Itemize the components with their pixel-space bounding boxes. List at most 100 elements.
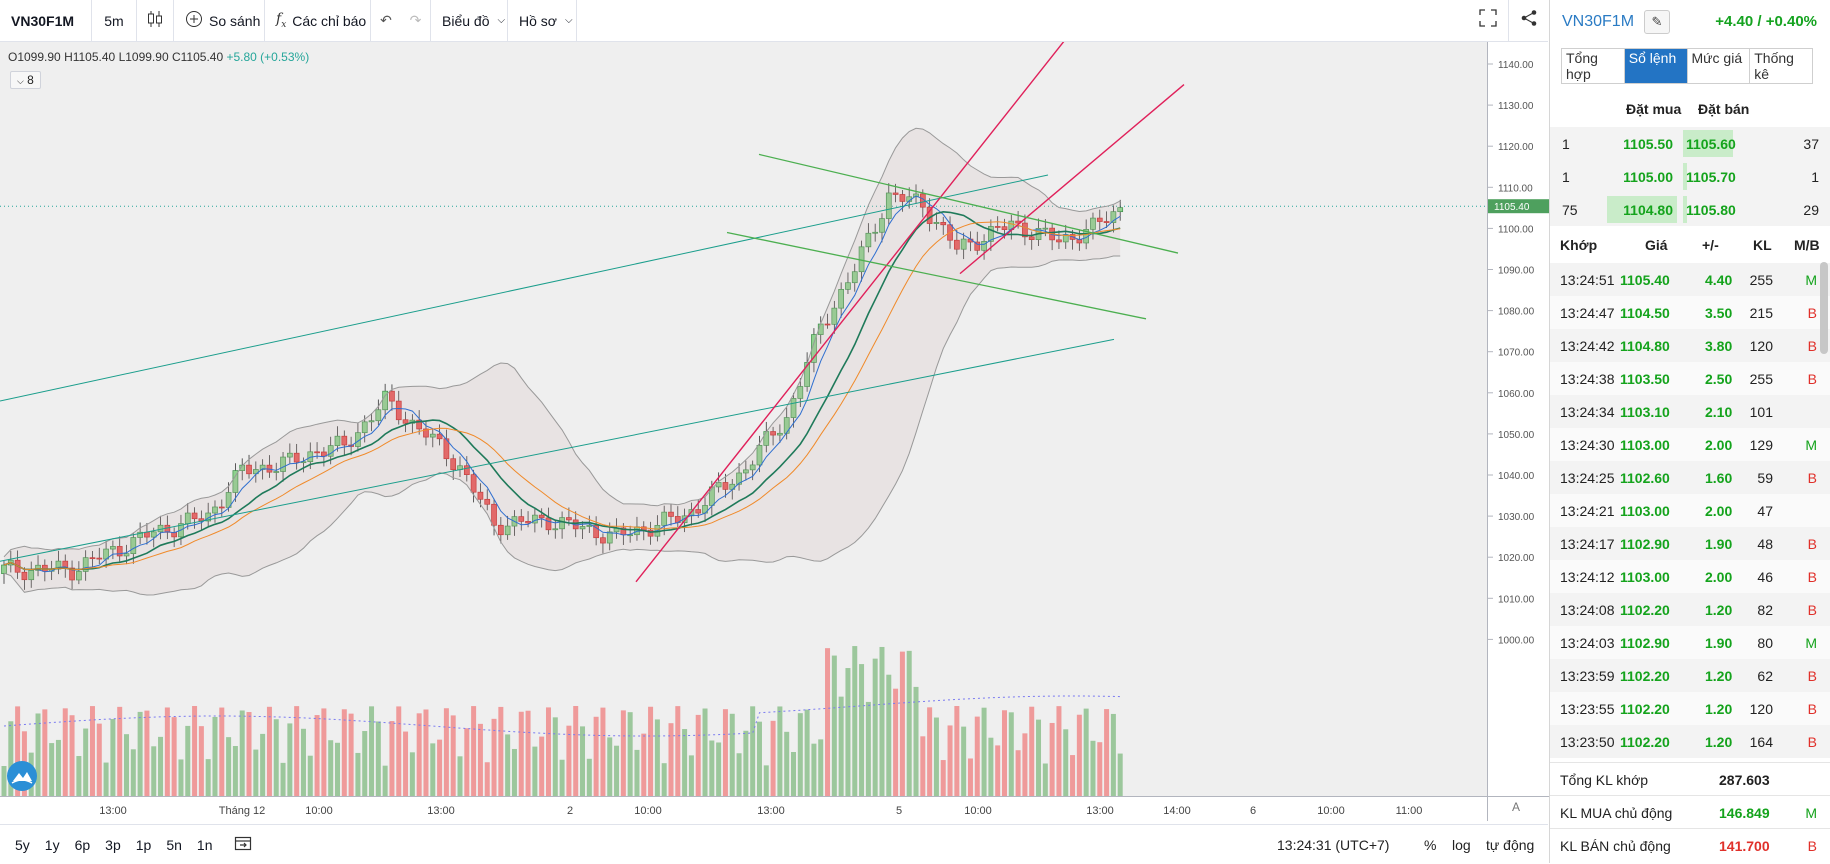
volume-bar <box>743 730 749 796</box>
candle-body <box>1117 207 1124 213</box>
candle-body <box>69 567 75 581</box>
candle-style-button[interactable] <box>137 0 174 41</box>
indicators-button[interactable]: fx Các chỉ báo <box>265 0 371 41</box>
trade-volume: 120 <box>1749 701 1773 717</box>
volume-bar <box>1056 706 1062 796</box>
volume-bar <box>437 739 443 796</box>
interval-button[interactable]: 5m <box>92 0 137 41</box>
trade-row[interactable]: 13:23:50 1102.20 1.20 164 B <box>1550 725 1830 758</box>
trade-row[interactable]: 13:24:25 1102.60 1.60 59 B <box>1550 461 1830 494</box>
candle-body <box>872 231 879 234</box>
compare-button[interactable]: So sánh <box>174 0 265 41</box>
trade-side: M <box>1805 635 1817 651</box>
panel-tab[interactable]: Tổng hợp <box>1562 49 1625 83</box>
candle-body <box>838 289 844 309</box>
volume-bar <box>784 731 790 796</box>
range-button-1p[interactable]: 1p <box>135 836 152 853</box>
range-button-5n[interactable]: 5n <box>166 836 182 853</box>
price-pane[interactable] <box>0 30 1487 796</box>
trade-row[interactable]: 13:24:47 1104.50 3.50 215 B <box>1550 296 1830 329</box>
trade-row[interactable]: 13:23:59 1102.20 1.20 62 B <box>1550 659 1830 692</box>
chart-menu-button[interactable]: Biểu đồ ⌵ <box>431 0 508 41</box>
candle-body <box>586 525 593 527</box>
auto-scale-button[interactable]: tự động <box>1486 836 1535 853</box>
trade-volume: 164 <box>1749 734 1773 750</box>
volume-bar <box>124 734 130 796</box>
candle-body <box>647 529 654 537</box>
profile-menu-button[interactable]: Hồ sơ ⌵ <box>508 0 577 41</box>
time-axis[interactable]: 13:00 Tháng 12 10:00 13:00 2 10:00 13:00 5 10:00… <box>0 796 1487 821</box>
summary-row: KL BÁN chủ động 141.700 B <box>1550 828 1830 862</box>
volume-bar <box>899 651 905 796</box>
trade-list-scrollbar[interactable] <box>1820 262 1828 354</box>
price-chart-svg[interactable] <box>0 30 1487 796</box>
range-button-6p[interactable]: 6p <box>74 836 91 853</box>
candle-body <box>341 435 348 446</box>
goto-date-icon[interactable] <box>234 835 252 854</box>
ask-volume: 1 <box>1811 169 1819 185</box>
time-tick-label: 5 <box>896 805 902 817</box>
trade-row[interactable]: 13:24:12 1103.00 2.00 46 B <box>1550 560 1830 593</box>
trade-volume: 215 <box>1749 305 1773 321</box>
candle-body <box>797 386 804 399</box>
trade-time: 13:24:42 <box>1560 338 1615 354</box>
range-button-5y[interactable]: 5y <box>15 836 30 853</box>
trade-row[interactable]: 13:24:30 1103.00 2.00 129 M <box>1550 428 1830 461</box>
symbol-search-button[interactable]: VN30F1M <box>0 0 92 41</box>
trade-row[interactable]: 13:24:42 1104.80 3.80 120 B <box>1550 329 1830 362</box>
function-icon: fx <box>276 11 287 30</box>
range-button-1n[interactable]: 1n <box>196 836 213 853</box>
clock-time[interactable]: 13:24:31 (UTC+7) <box>1277 836 1390 853</box>
trade-price: 1103.10 <box>1620 404 1670 420</box>
volume-bar <box>423 709 429 796</box>
ohlc-change: +5.80 (+0.53%) <box>226 50 310 64</box>
price-tick-label: 1010.00 <box>1498 594 1535 605</box>
volume-bar <box>450 715 456 796</box>
volume-bar <box>750 706 756 796</box>
fullscreen-button[interactable] <box>1468 0 1508 41</box>
trade-row[interactable]: 13:24:08 1102.20 1.20 82 B <box>1550 593 1830 626</box>
range-button-3p[interactable]: 3p <box>105 836 121 853</box>
volume-bar <box>593 716 599 796</box>
trade-row[interactable]: 13:24:03 1102.90 1.90 80 M <box>1550 626 1830 659</box>
trade-change: 2.50 <box>1705 371 1733 387</box>
trade-change: 2.00 <box>1705 503 1733 519</box>
range-button-1y[interactable]: 1y <box>44 836 60 853</box>
volume-bar <box>137 711 143 796</box>
summary-label: KL BÁN chủ động <box>1560 838 1671 854</box>
candle-body <box>28 569 35 581</box>
chart-area[interactable]: VN30F1M 5m So sánh fx Các chỉ báo ↶ ↷ Bi… <box>0 0 1549 864</box>
volume-bar <box>865 701 871 796</box>
trade-side: M <box>1805 437 1817 453</box>
trade-row[interactable]: 13:24:38 1103.50 2.50 255 B <box>1550 362 1830 395</box>
panel-tab[interactable]: Sổ lệnh <box>1624 49 1688 83</box>
panel-tab[interactable]: Thống kê <box>1754 50 1794 82</box>
volume-bar <box>668 723 674 796</box>
price-tick-label: 1020.00 <box>1498 553 1535 564</box>
undo-button[interactable]: ↶ <box>371 0 401 41</box>
volume-bar <box>334 742 340 796</box>
redo-button[interactable]: ↷ <box>401 0 431 41</box>
share-button[interactable] <box>1508 0 1549 41</box>
volume-bar <box>627 712 633 796</box>
price-axis[interactable]: 1140.00 1130.00 1120.00 1110.00 1100.00 1090.… <box>1487 42 1549 796</box>
log-scale-button[interactable]: log <box>1452 836 1471 853</box>
bid-volume: 1 <box>1562 169 1570 185</box>
axis-settings-button[interactable]: A <box>1487 796 1549 821</box>
volume-bar <box>511 748 517 796</box>
ask-volume-bar <box>1683 130 1733 157</box>
panel-tab[interactable]: Mức giá <box>1688 49 1751 83</box>
trade-row[interactable]: 13:24:34 1103.10 2.10 101 <box>1550 395 1830 428</box>
candle-body <box>865 232 872 248</box>
trade-row[interactable]: 13:24:17 1102.90 1.90 48 B <box>1550 527 1830 560</box>
trade-headers: Khớp Giá +/- KL M/B <box>1550 237 1830 257</box>
trade-row[interactable]: 13:24:21 1103.00 2.00 47 <box>1550 494 1830 527</box>
trade-header: +/- <box>1702 237 1719 253</box>
trade-row[interactable]: 13:23:55 1102.20 1.20 120 B <box>1550 692 1830 725</box>
edit-symbol-button[interactable]: ✎ <box>1644 10 1670 34</box>
indicator-list-toggle[interactable]: ⌵ 8 <box>10 71 41 89</box>
trade-row[interactable]: 13:24:51 1105.40 4.40 255 M <box>1550 263 1830 296</box>
volume-bar <box>498 706 504 796</box>
percent-scale-button[interactable]: % <box>1424 836 1437 853</box>
volume-bar <box>76 756 82 796</box>
